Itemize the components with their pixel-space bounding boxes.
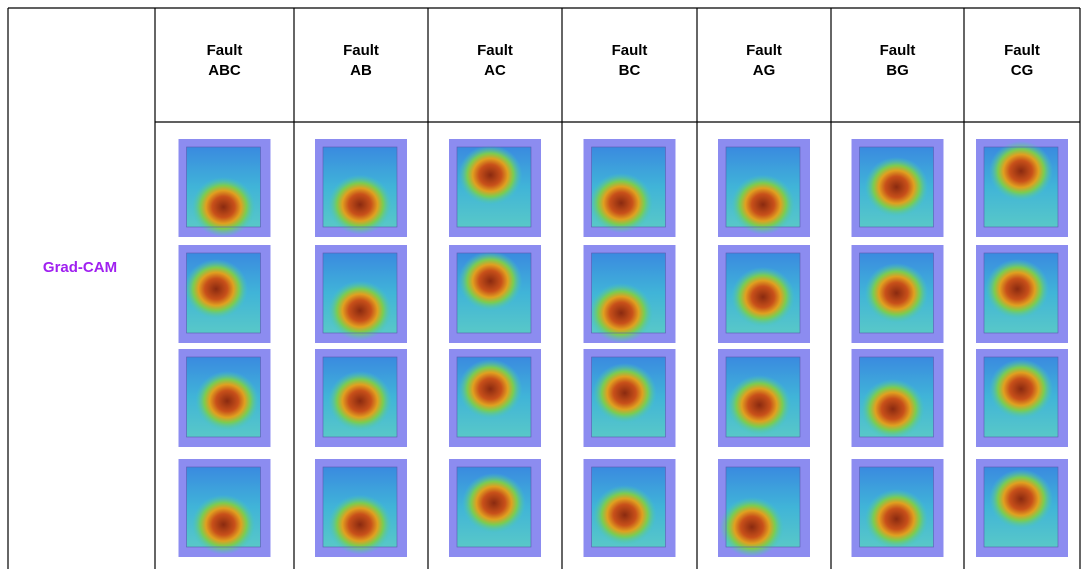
heat-spot	[589, 283, 653, 343]
heat-spot	[865, 263, 929, 323]
heat-spot	[720, 497, 784, 557]
heat-spot	[328, 175, 392, 235]
grad-cam-image	[852, 139, 944, 237]
heat-spot	[458, 359, 522, 419]
grad-cam-image	[584, 245, 676, 343]
column-header: Fault	[1004, 42, 1040, 59]
grad-cam-image	[584, 349, 676, 447]
row-label: Grad-CAM	[43, 259, 117, 276]
figure-table: Grad-CAM Fault ABC Fault AB Fault AC Fault BC Fa…	[0, 0, 1087, 569]
grad-cam-image	[718, 245, 810, 343]
column-header: ABC	[208, 62, 241, 79]
heat-spot	[589, 173, 653, 233]
grad-cam-image	[718, 349, 810, 447]
grad-cam-image	[976, 139, 1068, 237]
grad-cam-image	[315, 349, 407, 447]
grad-cam-image	[315, 245, 407, 343]
column-header: Fault	[746, 42, 782, 59]
heat-spot	[727, 375, 791, 435]
grad-cam-image	[449, 459, 541, 557]
column-header: Fault	[207, 42, 243, 59]
heat-spot	[458, 145, 522, 205]
heat-spot	[731, 267, 795, 327]
heat-spot	[985, 259, 1049, 319]
grad-cam-image	[315, 139, 407, 237]
heat-spot	[865, 489, 929, 549]
grad-cam-image	[449, 245, 541, 343]
grad-cam-image	[449, 139, 541, 237]
heat-spot	[328, 495, 392, 555]
heat-spot	[989, 469, 1053, 529]
heat-spot	[192, 177, 256, 237]
column-header: Fault	[477, 42, 513, 59]
grad-cam-image	[976, 349, 1068, 447]
heat-spot	[593, 485, 657, 545]
column-header: BG	[886, 62, 909, 79]
grad-cam-image	[179, 245, 271, 343]
heat-spot	[184, 259, 248, 319]
heat-spot	[989, 141, 1053, 201]
heat-spot	[593, 363, 657, 423]
heat-spot	[462, 473, 526, 533]
heat-spot	[328, 281, 392, 341]
grad-cam-image	[315, 459, 407, 557]
grad-cam-image	[449, 349, 541, 447]
grad-cam-image	[718, 139, 810, 237]
heat-spot	[731, 175, 795, 235]
heat-spot	[192, 495, 256, 555]
column-header: AB	[350, 62, 372, 79]
grad-cam-image	[976, 245, 1068, 343]
grad-cam-image	[179, 349, 271, 447]
column-header: Fault	[343, 42, 379, 59]
column-header: Fault	[612, 42, 648, 59]
column-header: CG	[1011, 62, 1034, 79]
heat-spot	[861, 379, 925, 439]
grad-cam-image	[584, 459, 676, 557]
grad-cam-image	[852, 459, 944, 557]
grad-cam-image	[852, 245, 944, 343]
heat-spot	[989, 359, 1053, 419]
column-header: AC	[484, 62, 506, 79]
heat-spot	[865, 157, 929, 217]
grad-cam-image	[584, 139, 676, 237]
column-header: AG	[753, 62, 776, 79]
column-header: BC	[619, 62, 641, 79]
grad-cam-image	[179, 139, 271, 237]
heat-spot	[328, 371, 392, 431]
heat-spot	[195, 371, 259, 431]
heat-spot	[458, 251, 522, 311]
grad-cam-image	[179, 459, 271, 557]
grad-cam-image	[852, 349, 944, 447]
grad-cam-image	[976, 459, 1068, 557]
grad-cam-image	[718, 459, 810, 557]
column-header: Fault	[880, 42, 916, 59]
